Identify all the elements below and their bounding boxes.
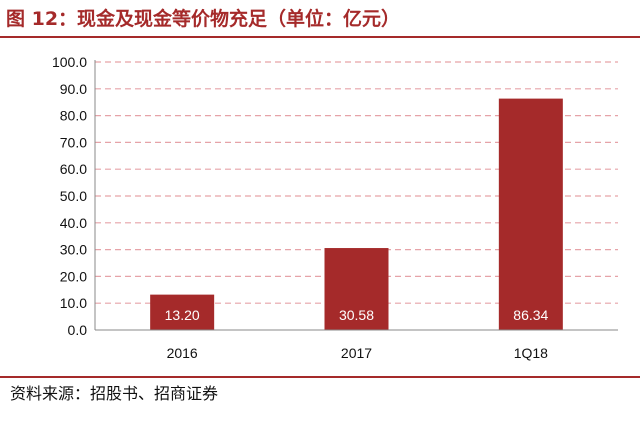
chart-title: 图 12：现金及现金等价物充足（单位：亿元）: [6, 8, 401, 30]
bar-chart: 0.0 10.0 20.0 30.0 40.0 50.0 60.0 70.0 80.0 90.0 1…: [52, 54, 618, 361]
y-tick-label: 90.0: [60, 81, 87, 97]
x-category-label: 2017: [341, 345, 372, 361]
data-label: 86.34: [513, 307, 548, 323]
data-labels: 13.20 30.58 86.34: [165, 307, 549, 323]
x-axis-categories: 2016 2017 1Q18: [167, 345, 549, 361]
y-tick-label: 50.0: [60, 188, 87, 204]
source-divider: [0, 376, 640, 378]
y-tick-label: 10.0: [60, 295, 87, 311]
bars: [150, 98, 563, 331]
y-tick-label: 40.0: [60, 215, 87, 231]
y-tick-label: 70.0: [60, 134, 87, 150]
bar-1Q18: [498, 98, 563, 331]
y-axis-ticks: 0.0 10.0 20.0 30.0 40.0 50.0 60.0 70.0 80.0 90.0 1…: [52, 54, 87, 338]
data-label: 30.58: [339, 307, 374, 323]
y-tick-label: 80.0: [60, 108, 87, 124]
data-label: 13.20: [165, 307, 200, 323]
x-category-label: 2016: [167, 345, 198, 361]
y-tick-label: 20.0: [60, 268, 87, 284]
bar-2017: [324, 248, 389, 330]
y-tick-label: 0.0: [68, 322, 88, 338]
y-tick-label: 30.0: [60, 242, 87, 258]
bar-2016: [150, 294, 215, 330]
x-category-label: 1Q18: [514, 345, 548, 361]
y-tick-label: 100.0: [52, 54, 87, 70]
y-tick-label: 60.0: [60, 161, 87, 177]
source-note: 资料来源：招股书、招商证券: [10, 384, 219, 403]
title-divider: [0, 36, 640, 38]
